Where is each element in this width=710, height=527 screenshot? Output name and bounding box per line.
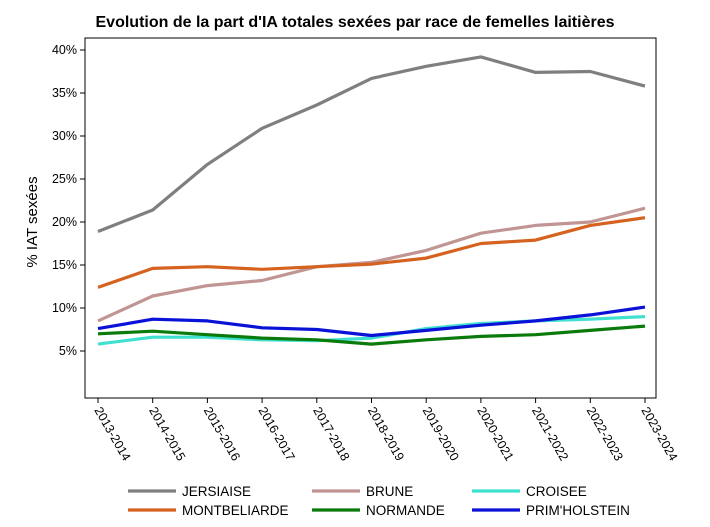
y-tick-label: 30% (52, 129, 77, 143)
legend: JERSIAISE BRUNE CROISEE MONTBELIARDE NORMAND… (128, 484, 630, 518)
x-tick-label: 2018-2019 (365, 405, 407, 464)
legend-label: NORMANDE (366, 503, 445, 518)
y-tick-label: 10% (52, 301, 77, 315)
legend-label: JERSIAISE (182, 484, 251, 499)
series-line-prim-holstein (97, 305, 646, 338)
series-line-jersiaise (97, 55, 646, 233)
y-tick-label: 20% (52, 215, 77, 229)
x-tick-label: 2020-2021 (474, 405, 516, 464)
x-tick-label: 2016-2017 (256, 405, 298, 464)
series-layer (97, 55, 646, 346)
x-tick-label: 2013-2014 (91, 405, 133, 464)
legend-label: PRIM'HOLSTEIN (526, 503, 630, 518)
x-tick-label: 2019-2020 (420, 405, 462, 464)
chart-title: Evolution de la part d'IA totales sexées… (96, 14, 615, 31)
plot-frame (84, 37, 657, 399)
y-tick-label: 25% (52, 172, 77, 186)
x-tick-label: 2017-2018 (310, 405, 352, 464)
x-tick-label: 2015-2016 (201, 405, 243, 464)
y-tick-label: 15% (52, 258, 77, 272)
y-tick-label: 5% (59, 344, 77, 358)
x-tick-label: 2014-2015 (146, 405, 188, 464)
series-line-brune (97, 206, 646, 323)
y-tick-label: 40% (52, 43, 77, 57)
y-axis-label: % IAT sexées (24, 176, 41, 267)
series-line-montbeliarde (97, 216, 646, 289)
series-line-normande (97, 324, 646, 346)
plot-area: 5% 10% 15% 20% 25% 30% 35% 40% 2013-2014 2014-201… (52, 37, 680, 464)
legend-label: CROISEE (526, 484, 587, 499)
x-tick-label: 2022-2023 (584, 405, 626, 464)
legend-label: MONTBELIARDE (182, 503, 289, 518)
y-tick-label: 35% (52, 86, 77, 100)
x-tick-label: 2021-2022 (529, 405, 571, 464)
x-tick-label: 2023-2024 (638, 405, 680, 464)
legend-label: BRUNE (366, 484, 413, 499)
